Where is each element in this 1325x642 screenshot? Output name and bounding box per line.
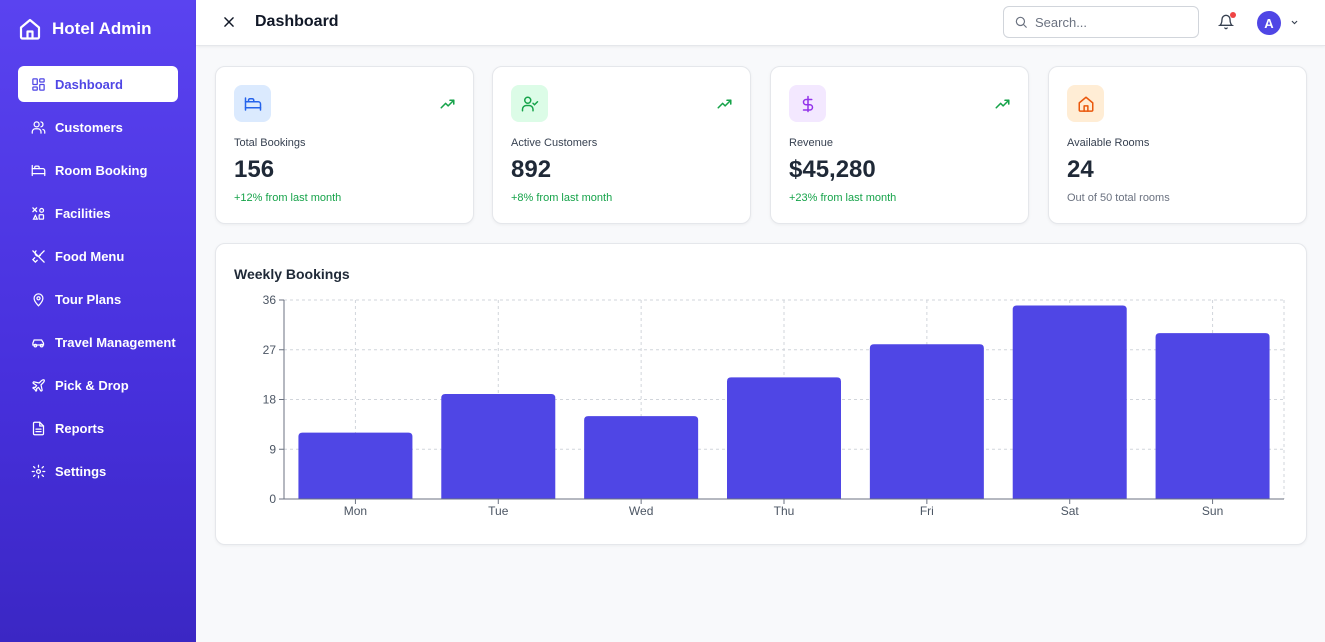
- stat-value: 156: [234, 156, 275, 183]
- sidebar-item-label: Settings: [55, 463, 107, 479]
- sidebar-nav: Dashboard Customers Room Booking Facilit…: [0, 58, 196, 504]
- x-tick-label: Fri: [920, 504, 934, 518]
- sidebar-item-pick-drop[interactable]: Pick & Drop: [18, 367, 178, 403]
- stat-change: +23% from last month: [789, 192, 897, 204]
- y-tick-label: 0: [269, 492, 276, 506]
- sidebar-item-label: Facilities: [55, 205, 111, 221]
- bell-icon[interactable]: [1218, 14, 1234, 30]
- stat-label: Available Rooms: [1067, 137, 1150, 149]
- x-tick-label: Wed: [629, 504, 653, 518]
- stat-value: 892: [511, 156, 552, 183]
- y-tick-label: 27: [263, 343, 277, 357]
- plane-icon: [31, 378, 46, 393]
- stat-change: +12% from last month: [234, 192, 342, 204]
- bar-sat: [1012, 305, 1127, 499]
- home-icon: [19, 18, 41, 40]
- sidebar-item-settings[interactable]: Settings: [18, 453, 178, 489]
- stat-value: 24: [1067, 156, 1094, 183]
- bar-fri: [869, 344, 984, 499]
- weekly-bookings-card: Weekly Bookings 0 9 18 27 36 Mon Tue Wed Thu Fri S…: [215, 243, 1307, 545]
- bar-thu: [727, 377, 841, 499]
- top-header: Dashboard A: [196, 0, 1325, 46]
- stat-note: Out of 50 total rooms: [1067, 192, 1170, 204]
- gear-icon: [31, 464, 46, 479]
- stat-card-active-customers: Active Customers 892 +8% from last month: [492, 66, 751, 224]
- map-pin-icon: [31, 292, 46, 307]
- weekly-bookings-chart: 0 9 18 27 36 Mon Tue Wed Thu Fri Sat Sun: [263, 293, 1285, 518]
- stat-label: Revenue: [789, 137, 834, 149]
- search-box[interactable]: [1003, 6, 1199, 38]
- sidebar-item-label: Customers: [55, 119, 123, 135]
- x-tick-label: Sun: [1202, 504, 1223, 518]
- x-tick-label: Thu: [774, 504, 795, 518]
- stat-label: Active Customers: [511, 137, 598, 149]
- x-tick-label: Mon: [344, 504, 367, 518]
- chevron-down-icon[interactable]: [1290, 18, 1299, 27]
- sidebar-item-dashboard[interactable]: Dashboard: [18, 66, 178, 102]
- bed-icon: [234, 85, 271, 122]
- trending-up-icon: [440, 99, 455, 109]
- utensils-icon: [31, 249, 46, 264]
- brand[interactable]: Hotel Admin: [0, 0, 196, 58]
- brand-title: Hotel Admin: [52, 19, 152, 38]
- stat-change: +8% from last month: [511, 192, 613, 204]
- stat-card-total-bookings: Total Bookings 156 +12% from last month: [215, 66, 474, 224]
- stat-card-revenue: Revenue $45,280 +23% from last month: [770, 66, 1029, 224]
- shapes-icon: [31, 206, 46, 221]
- sidebar-item-reports[interactable]: Reports: [18, 410, 178, 446]
- search-icon: [1015, 16, 1027, 28]
- sidebar-item-tour-plans[interactable]: Tour Plans: [18, 281, 178, 317]
- sidebar-item-label: Food Menu: [55, 248, 125, 264]
- chart-title: Weekly Bookings: [234, 266, 350, 282]
- stat-value: $45,280: [789, 156, 876, 183]
- users-icon: [31, 120, 46, 135]
- bar-tue: [441, 393, 556, 499]
- stat-label: Total Bookings: [234, 137, 306, 149]
- notification-badge: [1230, 12, 1236, 18]
- sidebar-item-label: Reports: [55, 420, 105, 436]
- sidebar-item-label: Room Booking: [55, 162, 148, 178]
- bed-icon: [31, 163, 46, 178]
- home-icon: [1067, 85, 1104, 122]
- page-title: Dashboard: [255, 13, 339, 30]
- sidebar-item-label: Tour Plans: [55, 291, 122, 307]
- user-check-icon: [511, 85, 548, 122]
- sidebar-item-customers[interactable]: Customers: [18, 109, 178, 145]
- avatar[interactable]: A: [1257, 11, 1281, 35]
- y-tick-label: 18: [263, 393, 277, 407]
- sidebar-item-label: Travel Management: [55, 334, 176, 350]
- sidebar: Hotel Admin Dashboard Customers Room Boo…: [0, 0, 196, 642]
- x-tick-label: Sat: [1061, 504, 1080, 518]
- y-tick-label: 9: [269, 442, 276, 456]
- sidebar-item-label: Dashboard: [55, 76, 123, 92]
- sidebar-item-room-booking[interactable]: Room Booking: [18, 152, 178, 188]
- dashboard-grid-icon: [31, 77, 46, 92]
- trending-up-icon: [995, 99, 1010, 109]
- bar-wed: [584, 416, 699, 499]
- x-tick-label: Tue: [488, 504, 509, 518]
- sidebar-item-food-menu[interactable]: Food Menu: [18, 238, 178, 274]
- sidebar-item-facilities[interactable]: Facilities: [18, 195, 178, 231]
- dollar-icon: [789, 85, 826, 122]
- trending-up-icon: [717, 99, 732, 109]
- file-text-icon: [31, 421, 46, 436]
- y-tick-label: 36: [263, 293, 277, 307]
- sidebar-item-travel-management[interactable]: Travel Management: [18, 324, 178, 360]
- sidebar-item-label: Pick & Drop: [55, 377, 129, 393]
- search-input[interactable]: [1035, 14, 1185, 30]
- bar-mon: [298, 432, 413, 499]
- stat-card-available-rooms: Available Rooms 24 Out of 50 total rooms: [1048, 66, 1307, 224]
- close-icon[interactable]: [222, 15, 236, 29]
- bar-sun: [1155, 333, 1270, 499]
- car-icon: [31, 335, 46, 350]
